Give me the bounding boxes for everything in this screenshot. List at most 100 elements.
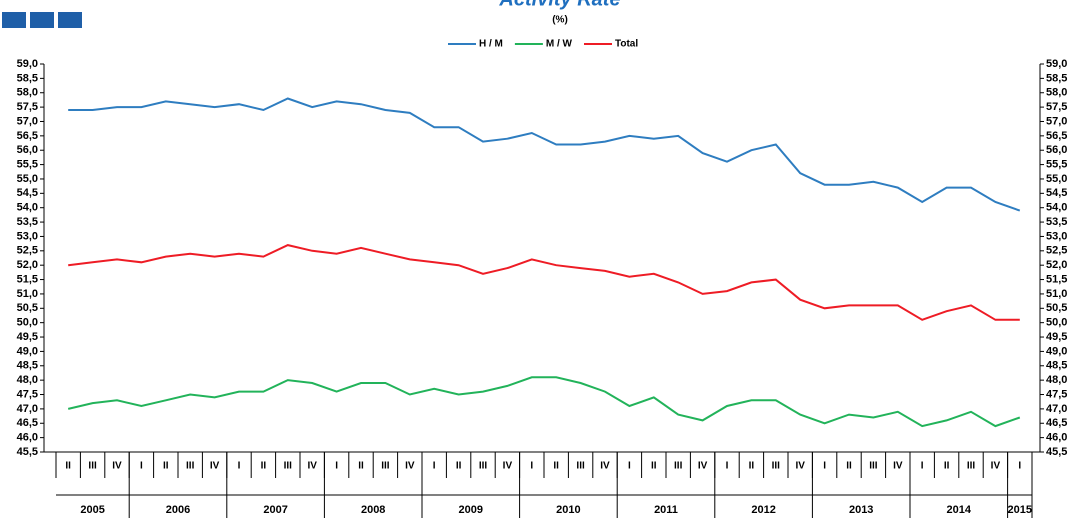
year-label: 2009 bbox=[459, 504, 483, 516]
y-tick-label: 51,5 bbox=[17, 273, 38, 285]
x-tick-label: I bbox=[823, 461, 826, 472]
year-label: 2007 bbox=[263, 504, 287, 516]
y2-tick-label: 46,5 bbox=[1046, 417, 1067, 429]
x-tick-label: I bbox=[1018, 461, 1021, 472]
x-tick-label: III bbox=[576, 461, 585, 472]
legend-label: H / M bbox=[479, 39, 503, 50]
x-tick-label: I bbox=[335, 461, 338, 472]
y-tick-label: 58,0 bbox=[17, 87, 38, 99]
x-tick-label: I bbox=[140, 461, 143, 472]
x-tick-label: III bbox=[381, 461, 390, 472]
x-tick-label: II bbox=[163, 461, 169, 472]
x-tick-label: IV bbox=[112, 461, 122, 472]
series-line bbox=[68, 244, 1020, 321]
y2-tick-label: 48,5 bbox=[1046, 360, 1067, 372]
y2-tick-label: 46,0 bbox=[1046, 432, 1067, 444]
x-tick-label: III bbox=[88, 461, 97, 472]
year-label: 2015 bbox=[1008, 504, 1032, 516]
y-tick-label: 50,0 bbox=[17, 317, 38, 329]
y2-tick-label: 51,0 bbox=[1046, 288, 1067, 300]
y2-tick-label: 53,5 bbox=[1046, 216, 1067, 228]
series-line bbox=[67, 376, 1021, 428]
series-line bbox=[68, 97, 1021, 212]
y-tick-label: 54,0 bbox=[17, 202, 38, 214]
y2-tick-label: 53,0 bbox=[1046, 230, 1067, 242]
x-tick-label: II bbox=[261, 461, 267, 472]
y2-tick-label: 55,5 bbox=[1046, 158, 1067, 170]
y2-tick-label: 51,5 bbox=[1046, 273, 1067, 285]
y-tick-label: 50,5 bbox=[17, 302, 38, 314]
legend-label: M / W bbox=[546, 39, 573, 50]
y-tick-label: 57,5 bbox=[17, 101, 38, 113]
y2-tick-label: 58,5 bbox=[1046, 72, 1067, 84]
x-tick-label: I bbox=[628, 461, 631, 472]
x-tick-label: IV bbox=[405, 461, 415, 472]
y2-tick-label: 54,0 bbox=[1046, 202, 1067, 214]
y-tick-label: 53,0 bbox=[17, 230, 38, 242]
x-tick-label: II bbox=[846, 461, 852, 472]
y2-tick-label: 54,5 bbox=[1046, 187, 1067, 199]
x-tick-label: I bbox=[530, 461, 533, 472]
y-tick-label: 54,5 bbox=[17, 187, 38, 199]
year-label: 2008 bbox=[361, 504, 385, 516]
x-tick-label: III bbox=[674, 461, 683, 472]
y2-tick-label: 48,0 bbox=[1046, 374, 1067, 386]
x-tick-label: II bbox=[65, 461, 71, 472]
x-tick-label: II bbox=[749, 461, 755, 472]
x-tick-label: IV bbox=[307, 461, 317, 472]
x-tick-label: IV bbox=[893, 461, 903, 472]
x-tick-label: IV bbox=[991, 461, 1001, 472]
y-tick-label: 45,5 bbox=[17, 446, 38, 458]
x-tick-label: IV bbox=[210, 461, 220, 472]
y-tick-label: 53,5 bbox=[17, 216, 38, 228]
x-tick-label: I bbox=[433, 461, 436, 472]
y-tick-label: 56,0 bbox=[17, 144, 38, 156]
x-tick-label: II bbox=[456, 461, 462, 472]
y-tick-label: 46,0 bbox=[17, 432, 38, 444]
x-tick-label: IV bbox=[503, 461, 513, 472]
year-label: 2005 bbox=[80, 504, 104, 516]
y2-tick-label: 50,5 bbox=[1046, 302, 1067, 314]
x-tick-label: IV bbox=[600, 461, 610, 472]
y-tick-label: 57,0 bbox=[17, 115, 38, 127]
chart-subtitle: (%) bbox=[552, 15, 568, 26]
x-tick-label: IV bbox=[795, 461, 805, 472]
y-tick-label: 47,0 bbox=[17, 403, 38, 415]
y-tick-label: 58,5 bbox=[17, 72, 38, 84]
year-label: 2006 bbox=[166, 504, 190, 516]
y-tick-label: 48,0 bbox=[17, 374, 38, 386]
y2-tick-label: 55,0 bbox=[1046, 173, 1067, 185]
x-tick-label: III bbox=[479, 461, 488, 472]
y-tick-label: 55,5 bbox=[17, 158, 38, 170]
y2-tick-label: 47,5 bbox=[1046, 388, 1067, 400]
y-tick-label: 46,5 bbox=[17, 417, 38, 429]
x-tick-label: II bbox=[651, 461, 657, 472]
year-label: 2012 bbox=[751, 504, 775, 516]
y-tick-label: 49,0 bbox=[17, 345, 38, 357]
y2-tick-label: 52,5 bbox=[1046, 245, 1067, 257]
y2-tick-label: 56,0 bbox=[1046, 144, 1067, 156]
y-tick-label: 59,0 bbox=[17, 58, 38, 70]
x-tick-label: II bbox=[944, 461, 950, 472]
y2-tick-label: 47,0 bbox=[1046, 403, 1067, 415]
y2-tick-label: 52,0 bbox=[1046, 259, 1067, 271]
logo-block bbox=[30, 12, 54, 28]
y2-tick-label: 49,5 bbox=[1046, 331, 1067, 343]
year-label: 2013 bbox=[849, 504, 873, 516]
x-tick-label: I bbox=[726, 461, 729, 472]
logo-block bbox=[2, 12, 26, 28]
x-tick-label: III bbox=[967, 461, 976, 472]
y-tick-label: 48,5 bbox=[17, 360, 38, 372]
y2-tick-label: 45,5 bbox=[1046, 446, 1067, 458]
y2-tick-label: 49,0 bbox=[1046, 345, 1067, 357]
x-tick-label: III bbox=[869, 461, 878, 472]
x-tick-label: III bbox=[186, 461, 195, 472]
y-tick-label: 49,5 bbox=[17, 331, 38, 343]
y-tick-label: 47,5 bbox=[17, 388, 38, 400]
x-tick-label: IV bbox=[698, 461, 708, 472]
y2-tick-label: 56,5 bbox=[1046, 130, 1067, 142]
x-tick-label: I bbox=[238, 461, 241, 472]
y-tick-label: 56,5 bbox=[17, 130, 38, 142]
chart-title: Activity Rate bbox=[498, 0, 620, 10]
